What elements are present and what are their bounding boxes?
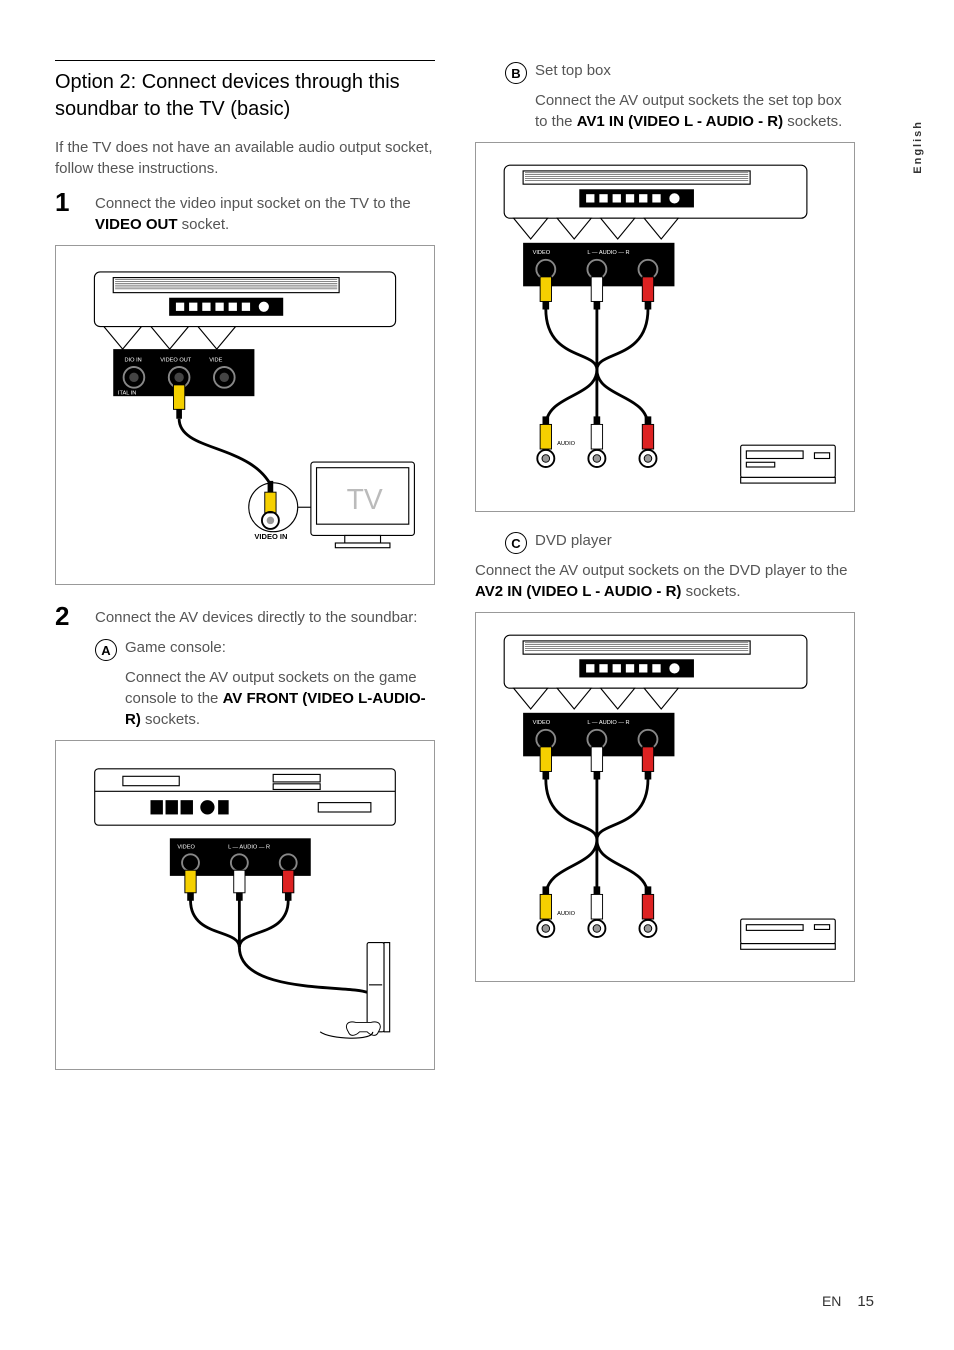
- svg-text:VIDEO: VIDEO: [533, 720, 551, 726]
- sub-label: Set top box: [535, 60, 611, 81]
- step-number: 1: [55, 189, 95, 215]
- svg-text:VIDE: VIDE: [209, 357, 222, 363]
- svg-text:AUDIO: AUDIO: [557, 441, 576, 447]
- svg-text:AUDIO: AUDIO: [557, 911, 576, 917]
- sub-label: DVD player: [535, 530, 612, 551]
- sub-item-c: C DVD player: [505, 530, 855, 554]
- letter-b-icon: B: [505, 62, 527, 84]
- svg-text:VIDEO OUT: VIDEO OUT: [160, 357, 192, 363]
- letter-c-icon: C: [505, 532, 527, 554]
- svg-text:ITAL IN: ITAL IN: [118, 390, 136, 396]
- step-number: 2: [55, 603, 95, 629]
- letter-a-icon: A: [95, 639, 117, 661]
- text: Connect the video input socket on the TV…: [95, 195, 411, 212]
- footer-lang: EN: [822, 1293, 841, 1309]
- text: sockets.: [681, 583, 740, 600]
- step-2: 2 Connect the AV devices directly to the…: [55, 603, 435, 629]
- right-column: B Set top box Connect the AV output sock…: [475, 60, 855, 1088]
- bold-text: VIDEO OUT: [95, 216, 178, 233]
- svg-text:L — AUDIO — R: L — AUDIO — R: [587, 250, 629, 256]
- sub-item-a: A Game console:: [95, 637, 435, 661]
- language-tab: English: [912, 120, 924, 174]
- text: Connect the AV output sockets on the DVD…: [475, 562, 847, 579]
- text: socket.: [178, 216, 230, 233]
- bold-text: AV2 IN (VIDEO L - AUDIO - R): [475, 583, 681, 600]
- text: sockets.: [141, 711, 200, 728]
- diagram-set-top-box: VIDEO L — AUDIO — R: [475, 142, 855, 512]
- step-text: Connect the video input socket on the TV…: [95, 189, 435, 235]
- svg-text:DIO IN: DIO IN: [125, 357, 142, 363]
- content-columns: Option 2: Connect devices through this s…: [55, 60, 894, 1088]
- page-footer: EN 15: [822, 1293, 874, 1310]
- sub-label: Game console:: [125, 637, 226, 658]
- svg-text:TV: TV: [347, 483, 383, 515]
- footer-page-number: 15: [857, 1293, 874, 1310]
- diagram-dvd-player: VIDEO L — AUDIO — R: [475, 612, 855, 982]
- intro-text: If the TV does not have an available aud…: [55, 137, 435, 179]
- bold-text: AV1 IN (VIDEO L - AUDIO - R): [577, 113, 783, 130]
- section-title: Option 2: Connect devices through this s…: [55, 60, 435, 123]
- svg-text:L — AUDIO — R: L — AUDIO — R: [587, 720, 629, 726]
- svg-text:VIDEO IN: VIDEO IN: [254, 532, 287, 541]
- diagram-game-console: VIDEO L — AUDIO — R: [55, 740, 435, 1070]
- sub-desc-a: Connect the AV output sockets on the gam…: [125, 667, 435, 730]
- sub-desc-c: Connect the AV output sockets on the DVD…: [475, 560, 855, 602]
- diagram-tv-connection: DIO IN VIDEO OUT VIDE ITAL IN: [55, 245, 435, 585]
- sub-desc-b: Connect the AV output sockets the set to…: [535, 90, 855, 132]
- step-text: Connect the AV devices directly to the s…: [95, 603, 417, 628]
- step-1: 1 Connect the video input socket on the …: [55, 189, 435, 235]
- svg-text:L — AUDIO — R: L — AUDIO — R: [228, 845, 270, 851]
- svg-text:VIDEO: VIDEO: [533, 250, 551, 256]
- sub-item-b: B Set top box: [505, 60, 855, 84]
- text: sockets.: [783, 113, 842, 130]
- left-column: Option 2: Connect devices through this s…: [55, 60, 435, 1088]
- svg-text:VIDEO: VIDEO: [177, 845, 195, 851]
